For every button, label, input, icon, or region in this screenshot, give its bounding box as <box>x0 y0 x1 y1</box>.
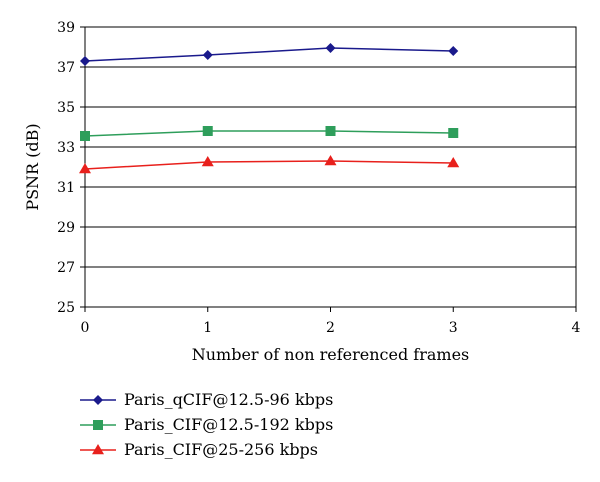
plot-area <box>84 26 577 308</box>
series-line <box>84 160 454 170</box>
x-tick-label: 1 <box>203 320 212 336</box>
x-tick-label: 0 <box>81 320 90 336</box>
data-point <box>201 156 214 167</box>
x-tick-label: 3 <box>449 320 458 336</box>
data-point <box>324 155 337 166</box>
series-line <box>84 47 454 62</box>
legend-item: Paris_CIF@25-256 kbps <box>80 440 318 459</box>
y-tick-label: 25 <box>57 300 75 316</box>
legend-label: Paris_CIF@25-256 kbps <box>124 440 318 459</box>
data-point <box>202 50 213 60</box>
x-tick-labels: 0 1 2 3 4 <box>81 320 581 336</box>
legend-item: Paris_CIF@12.5-192 kbps <box>80 415 333 434</box>
y-tick-labels: 25 27 29 31 33 35 37 39 <box>57 20 75 316</box>
y-axis-title: PSNR (dB) <box>23 123 42 210</box>
series-layer <box>79 43 460 174</box>
data-point <box>448 128 459 138</box>
data-point <box>93 420 103 430</box>
legend-item: Paris_qCIF@12.5-96 kbps <box>80 390 333 409</box>
data-point <box>79 163 91 174</box>
data-point <box>80 56 90 66</box>
legend-label: Paris_qCIF@12.5-96 kbps <box>124 390 333 409</box>
series-1 <box>80 126 459 141</box>
series-0 <box>80 43 459 66</box>
x-tick-label: 2 <box>326 320 335 336</box>
data-point <box>325 43 336 53</box>
y-tick-label: 29 <box>57 220 75 236</box>
y-tick-label: 31 <box>57 180 75 196</box>
data-point <box>202 126 213 136</box>
y-tick-label: 27 <box>57 260 75 276</box>
data-point <box>448 46 459 56</box>
y-tick-label: 39 <box>57 20 75 36</box>
series-2 <box>79 155 460 174</box>
legend-label: Paris_CIF@12.5-192 kbps <box>124 415 333 434</box>
legend: Paris_qCIF@12.5-96 kbps Paris_CIF@12.5-19… <box>80 390 333 459</box>
data-point <box>80 131 90 141</box>
x-tick-label: 4 <box>572 320 581 336</box>
data-point <box>447 157 460 168</box>
y-tick-label: 35 <box>57 100 75 116</box>
data-point <box>325 126 336 136</box>
y-tick-label: 33 <box>57 140 75 156</box>
y-tick-label: 37 <box>57 60 75 76</box>
series-line <box>84 130 454 137</box>
x-axis-title: Number of non referenced frames <box>192 345 470 364</box>
grid-lines <box>80 26 577 312</box>
data-point <box>93 395 103 405</box>
data-point <box>92 444 104 455</box>
